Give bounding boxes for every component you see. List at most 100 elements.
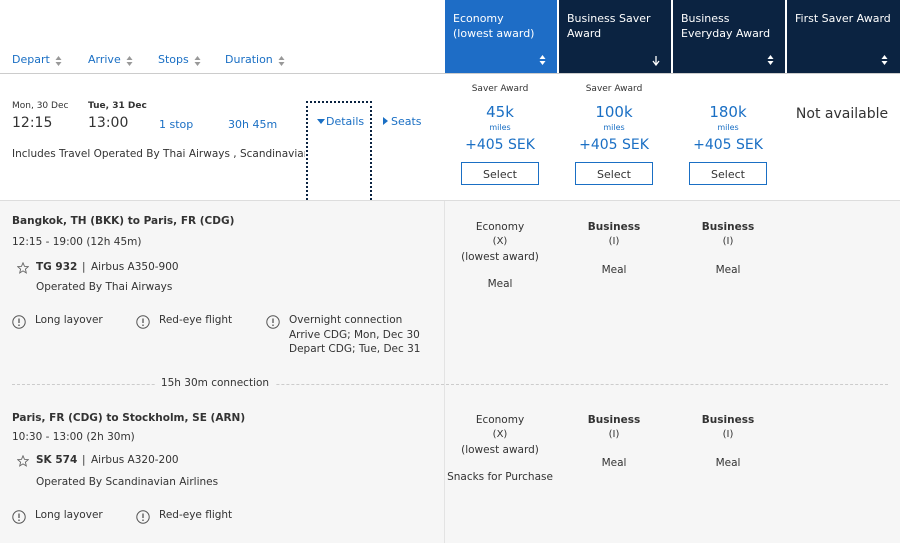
cabin-name: Business bbox=[701, 414, 755, 426]
warning-icon bbox=[136, 315, 150, 329]
connection-line bbox=[12, 384, 888, 385]
meal: Snacks for Purchase bbox=[447, 471, 553, 483]
caret-right bbox=[383, 117, 388, 125]
sort-icon bbox=[55, 56, 62, 66]
segment-times: 10:30 - 13:00 (2h 30m) bbox=[12, 431, 135, 443]
warning-icon bbox=[12, 315, 26, 329]
segment-route: Paris, FR (CDG) to Stockholm, SE (ARN) bbox=[12, 412, 246, 424]
operated-by: Operated By Scandinavian Airlines bbox=[36, 476, 219, 488]
meal: Meal bbox=[487, 278, 513, 290]
fare-miles: 100k bbox=[595, 103, 633, 121]
separator: | bbox=[82, 454, 86, 466]
operated-by: Operated By Thai Airways bbox=[36, 281, 173, 293]
cabin-name: Economy bbox=[475, 414, 525, 426]
aircraft: Airbus A350-900 bbox=[91, 261, 179, 273]
fare-label: Saver Award bbox=[471, 84, 529, 94]
caret-down bbox=[317, 119, 325, 124]
fare-tax: +405 SEK bbox=[693, 137, 763, 153]
duration: 30h 45m bbox=[228, 118, 278, 131]
operated-note: Includes Travel Operated By Thai Airways… bbox=[12, 148, 305, 160]
details-divider bbox=[444, 201, 445, 543]
warning-label: Red-eye flight bbox=[159, 314, 233, 326]
header-divider bbox=[0, 73, 900, 74]
sort-icon bbox=[194, 56, 201, 66]
cabin-name: Economy bbox=[475, 221, 525, 233]
segment-route: Bangkok, TH (BKK) to Paris, FR (CDG) bbox=[12, 215, 235, 227]
cabin-header[interactable] bbox=[673, 0, 785, 73]
cabin-title: Economy bbox=[453, 12, 504, 25]
connection: 15h 30m connection bbox=[154, 377, 276, 391]
seats-link[interactable]: Seats bbox=[391, 115, 422, 128]
sort-icon bbox=[881, 55, 888, 65]
select-button[interactable]: Select bbox=[689, 162, 767, 185]
star-icon bbox=[17, 455, 29, 467]
flight-number: SK 574 bbox=[36, 454, 78, 466]
warning-icon bbox=[136, 510, 150, 524]
arrive-date: Tue, 31 Dec bbox=[88, 101, 147, 111]
warning-icon bbox=[266, 315, 280, 329]
fare-code: (I) bbox=[608, 236, 620, 247]
sort-header[interactable]: Duration bbox=[225, 53, 273, 66]
sort-icon bbox=[539, 55, 546, 65]
fare-label: Saver Award bbox=[585, 84, 643, 94]
fare-tax: +405 SEK bbox=[579, 137, 649, 153]
fare-code: (I) bbox=[722, 236, 734, 247]
warning-label: Long layover bbox=[35, 314, 103, 326]
cabin-title: Award bbox=[567, 27, 602, 40]
cabin-note: (lowest award) bbox=[461, 444, 539, 456]
details-panel bbox=[0, 200, 900, 543]
fare-tax: +405 SEK bbox=[465, 137, 535, 153]
select-button[interactable]: Select bbox=[575, 162, 653, 185]
sort-header[interactable]: Arrive bbox=[88, 53, 121, 66]
warning-note: Depart CDG; Tue, Dec 31 bbox=[289, 343, 421, 355]
cabin-title: First Saver Award bbox=[795, 12, 891, 25]
fare-code: (I) bbox=[608, 429, 620, 440]
depart-date: Mon, 30 Dec bbox=[12, 101, 69, 111]
sort-header[interactable]: Stops bbox=[158, 53, 189, 66]
cabin-header[interactable] bbox=[559, 0, 671, 73]
warning-label: Long layover bbox=[35, 509, 103, 521]
sort-header[interactable]: Depart bbox=[12, 53, 50, 66]
cabin-title: (lowest award) bbox=[453, 27, 535, 40]
cabin-title: Business Saver bbox=[567, 12, 651, 25]
details-focus-box bbox=[306, 101, 372, 200]
cabin-name: Business bbox=[587, 221, 641, 233]
cabin-name: Business bbox=[701, 221, 755, 233]
meal: Meal bbox=[601, 457, 627, 469]
warning-label: Red-eye flight bbox=[159, 509, 233, 521]
star-icon bbox=[17, 262, 29, 274]
arrive-time: 13:00 bbox=[88, 115, 129, 131]
sort-icon bbox=[652, 56, 660, 66]
depart-time: 12:15 bbox=[12, 115, 53, 131]
fare-status: Not available bbox=[795, 106, 889, 122]
aircraft: Airbus A320-200 bbox=[91, 454, 179, 466]
meal: Meal bbox=[601, 264, 627, 276]
cabin-header[interactable] bbox=[787, 0, 900, 73]
warning-label: Overnight connection bbox=[289, 314, 403, 326]
fare-code: (X) bbox=[492, 429, 508, 440]
warning-note: Arrive CDG; Mon, Dec 30 bbox=[289, 329, 420, 341]
fare-unit: miles bbox=[489, 123, 511, 132]
flight-number: TG 932 bbox=[36, 261, 78, 273]
fare-unit: miles bbox=[717, 123, 739, 132]
fare-miles: 45k bbox=[486, 103, 514, 121]
details-link[interactable]: Details bbox=[326, 115, 365, 128]
sort-icon bbox=[278, 56, 285, 66]
fare-code: (I) bbox=[722, 429, 734, 440]
cabin-name: Business bbox=[587, 414, 641, 426]
separator: | bbox=[82, 261, 86, 273]
cabin-title: Business bbox=[681, 12, 730, 25]
select-button[interactable]: Select bbox=[461, 162, 539, 185]
cabin-note: (lowest award) bbox=[461, 251, 539, 263]
fare-unit: miles bbox=[603, 123, 625, 132]
warning-icon bbox=[12, 510, 26, 524]
fare-code: (X) bbox=[492, 236, 508, 247]
stops[interactable]: 1 stop bbox=[159, 118, 194, 131]
sort-icon bbox=[126, 56, 133, 66]
cabin-header[interactable] bbox=[445, 0, 557, 73]
sort-icon bbox=[767, 55, 774, 65]
fare-miles: 180k bbox=[709, 103, 747, 121]
meal: Meal bbox=[715, 264, 741, 276]
meal: Meal bbox=[715, 457, 741, 469]
